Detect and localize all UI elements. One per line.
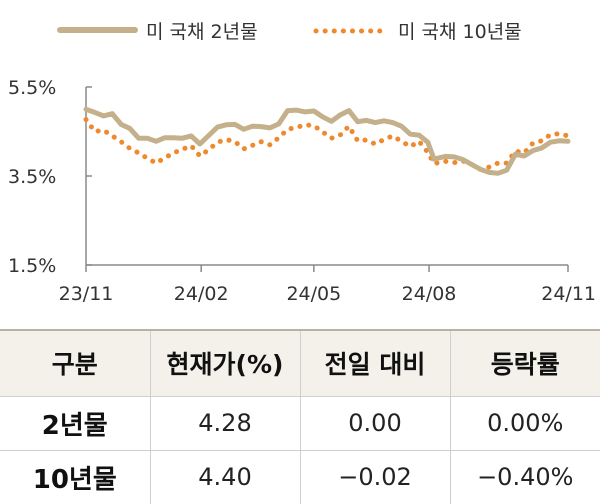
- y-axis: 5.5% 3.5% 1.5%: [8, 77, 92, 277]
- series-line-2y: [83, 106, 571, 176]
- x-tick-label: 24/11: [541, 283, 596, 305]
- change-value: 0.00: [300, 396, 451, 450]
- current-value: 4.28: [150, 396, 301, 450]
- change-rate-value: −0.40%: [477, 463, 574, 492]
- change-rate-value: 0.00%: [487, 409, 564, 437]
- legend-label-2y: 미 국채 2년물: [146, 21, 258, 43]
- change-value: −0.02: [300, 450, 451, 504]
- yield-table: 구분 현재가(%) 전일 대비 등락률 2년물 4.28 0.00 0.00% …: [0, 331, 600, 504]
- y-tick-label: 5.5%: [8, 77, 56, 99]
- table-row: 10년물 4.40 −0.02 −0.40%: [0, 450, 600, 504]
- plot-area: [83, 106, 571, 176]
- current-value: 4.40: [150, 450, 301, 504]
- header-change: 전일 대비: [300, 331, 451, 396]
- yield-chart: 미 국채 2년물 미 국채 10년물 5.5% 3.5% 1.5% 23/11 24/0…: [8, 21, 596, 305]
- table-header-row: 구분 현재가(%) 전일 대비 등락률: [0, 331, 600, 396]
- series-line-10y: [83, 117, 571, 172]
- y-tick-label: 1.5%: [8, 255, 56, 277]
- header-category: 구분: [0, 331, 151, 396]
- row-label: 10년물: [0, 450, 151, 504]
- table-top-rule: [0, 329, 600, 331]
- chart-legend: 미 국채 2년물 미 국채 10년물: [57, 21, 522, 43]
- x-axis: 23/11 24/02 24/05 24/08 24/11: [59, 264, 596, 305]
- x-tick-label: 24/08: [402, 283, 457, 305]
- y-tick-label: 3.5%: [8, 166, 56, 188]
- header-change-rate: 등락률: [490, 350, 560, 380]
- x-tick-label: 23/11: [59, 283, 114, 305]
- header-current-price: 현재가(%): [150, 331, 301, 396]
- legend-label-10y: 미 국채 10년물: [398, 21, 522, 43]
- table-row: 2년물 4.28 0.00 0.00%: [0, 396, 600, 450]
- x-tick-label: 24/05: [286, 283, 341, 305]
- x-tick-label: 24/02: [174, 283, 229, 305]
- row-label: 2년물: [0, 396, 151, 450]
